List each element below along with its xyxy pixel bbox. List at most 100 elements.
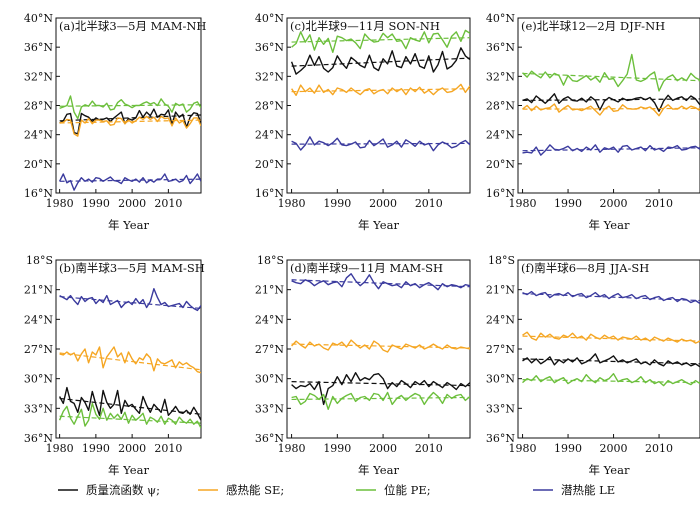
series-line-le [522, 144, 700, 156]
y-tick-label: 36°N [486, 432, 515, 445]
chart-panel-3: 16°N 20°N 24°N 28°N 32°N 36°N 40°N 1980 1990 2000… [486, 12, 700, 232]
panel-title: (b)南半球3—5月 MAM-SH [59, 261, 205, 275]
y-tick-label: 32°N [255, 70, 284, 83]
y-tick-label: 36°N [255, 41, 284, 54]
trend-line-le [291, 142, 470, 145]
trend-line-le [522, 293, 700, 302]
y-tick-label: 24°N [255, 313, 284, 326]
chart-panel-2: 16°N 20°N 24°N 28°N 32°N 36°N 40°N 1980 1990 2000… [255, 12, 471, 232]
x-tick-label: 2010 [645, 442, 673, 455]
x-axis-label: 年 Year [108, 463, 149, 477]
trend-line-pe [522, 72, 700, 82]
y-tick-label: 18°S [488, 254, 515, 267]
series-line-psi [59, 108, 201, 135]
y-tick-label: 28°N [486, 100, 515, 113]
x-tick-label: 2000 [369, 442, 397, 455]
y-tick-label: 33°N [24, 402, 53, 415]
series-line-se [59, 346, 201, 374]
x-tick-label: 1980 [278, 442, 306, 455]
y-tick-label: 24°N [255, 129, 284, 142]
series-line-psi [58, 386, 201, 421]
y-tick-label: 30°N [486, 373, 515, 386]
panel-title: (e)北半球12—2月 DJF-NH [521, 19, 665, 33]
x-tick-label: 1980 [46, 442, 74, 455]
y-tick-label: 20°N [486, 158, 515, 171]
x-axis-label: 年 Year [589, 463, 630, 477]
y-tick-label: 21°N [24, 284, 53, 297]
panel-title: (f)南半球6—8月 JJA-SH [521, 261, 649, 275]
x-tick-label: 1990 [554, 197, 582, 210]
trend-line-pe [522, 379, 700, 384]
y-tick-label: 27°N [255, 343, 284, 356]
y-tick-label: 24°N [486, 129, 515, 142]
y-tick-label: 20°N [24, 158, 53, 171]
y-tick-label: 32°N [486, 70, 515, 83]
y-tick-label: 20°N [255, 158, 284, 171]
plot-area [291, 273, 470, 410]
trend-line-le [522, 147, 700, 152]
trend-line-psi [522, 358, 700, 365]
x-tick-label: 2000 [600, 442, 628, 455]
series-line-se [522, 103, 700, 117]
legend-label-se: 感热能 SE; [226, 483, 284, 497]
y-tick-label: 36°N [24, 41, 53, 54]
trend-line-psi [522, 98, 700, 101]
y-tick-label: 21°N [255, 284, 284, 297]
x-tick-label: 1990 [554, 442, 582, 455]
trend-line-se [291, 343, 470, 349]
y-tick-label: 18°S [257, 254, 284, 267]
axes-frame [286, 17, 471, 194]
trend-line-psi [291, 381, 470, 387]
series-line-psi [522, 93, 700, 113]
x-tick-label: 1990 [82, 197, 110, 210]
x-tick-label: 2000 [118, 442, 146, 455]
y-tick-label: 30°N [24, 373, 53, 386]
y-tick-label: 21°N [486, 284, 515, 297]
x-tick-label: 1990 [323, 442, 351, 455]
y-tick-label: 16°N [255, 187, 284, 200]
x-tick-label: 1980 [278, 197, 306, 210]
y-tick-label: 18°S [26, 254, 53, 267]
series-line-pe [59, 95, 201, 120]
x-tick-label: 2010 [154, 442, 182, 455]
x-axis-label: 年 Year [358, 218, 399, 232]
series-line-le [59, 288, 201, 312]
series-line-se [59, 115, 201, 137]
legend-label-psi: 质量流函数 ψ; [86, 483, 160, 497]
y-tick-label: 24°N [24, 313, 53, 326]
series-line-pe [291, 29, 470, 53]
series-line-le [291, 273, 470, 291]
x-tick-label: 1980 [509, 442, 537, 455]
y-tick-label: 33°N [255, 402, 284, 415]
x-tick-label: 2010 [415, 442, 443, 455]
y-tick-label: 40°N [255, 12, 284, 25]
x-tick-label: 2000 [118, 197, 146, 210]
axes-frame [517, 17, 700, 194]
x-tick-label: 1980 [509, 197, 537, 210]
series-line-pe [291, 391, 470, 410]
legend: 质量流函数 ψ; 感热能 SE; 位能 PE; 潜热能 LE [58, 483, 615, 497]
y-tick-label: 24°N [24, 129, 53, 142]
panels: 16°N 20°N 24°N 28°N 32°N 36°N 40°N 1980 1990 2000… [24, 12, 700, 477]
y-tick-label: 27°N [486, 343, 515, 356]
plot-area [522, 53, 700, 156]
x-tick-label: 2000 [600, 197, 628, 210]
y-tick-label: 36°N [486, 41, 515, 54]
x-tick-label: 1990 [82, 442, 110, 455]
legend-item-le: 潜热能 LE [533, 483, 615, 497]
y-tick-label: 27°N [24, 343, 53, 356]
x-tick-label: 2010 [645, 197, 673, 210]
x-tick-label: 2000 [369, 197, 397, 210]
legend-label-le: 潜热能 LE [561, 483, 615, 497]
panel-title: (c)北半球9—11月 SON-NH [290, 19, 440, 33]
series-line-se [291, 339, 470, 353]
chart-panel-1: 16°N 20°N 24°N 28°N 32°N 36°N 40°N 1980 1990 2000… [24, 12, 207, 232]
series-line-pe [58, 402, 201, 429]
y-tick-label: 32°N [24, 70, 53, 83]
legend-item-psi: 质量流函数 ψ; [58, 483, 160, 497]
y-tick-label: 16°N [24, 187, 53, 200]
trend-line-le [291, 279, 470, 288]
y-tick-label: 24°N [486, 313, 515, 326]
trend-line-se [522, 335, 700, 342]
